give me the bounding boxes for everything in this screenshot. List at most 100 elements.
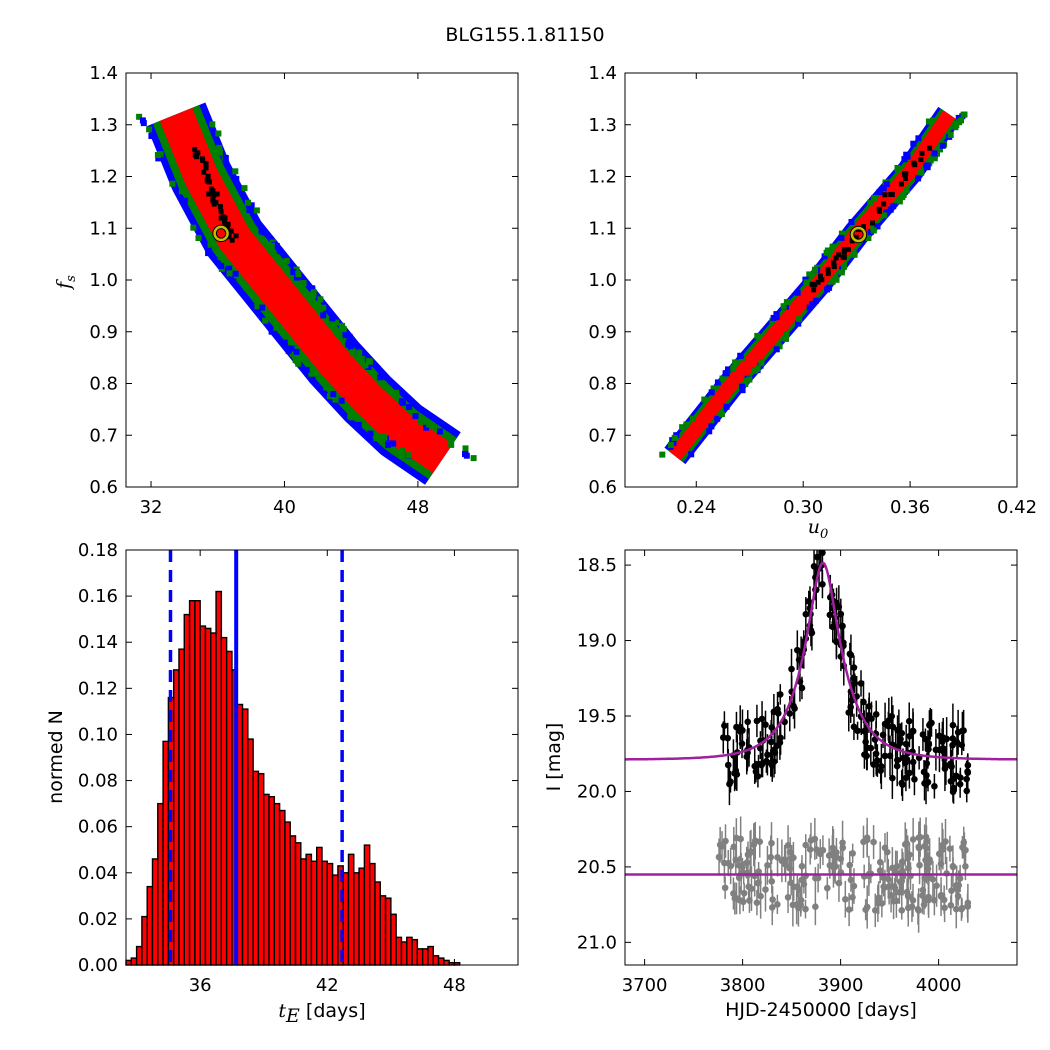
residual-point xyxy=(929,876,937,883)
y-tick-label: 0.8 xyxy=(89,374,118,395)
region-speckle xyxy=(398,398,405,405)
region-speckle xyxy=(939,142,946,149)
histogram-bar xyxy=(162,740,170,966)
residual-point xyxy=(956,875,964,882)
region-speckle xyxy=(292,357,299,364)
histogram-bar xyxy=(125,959,133,966)
y-tick-label: 0.8 xyxy=(588,374,617,395)
histogram-bar xyxy=(363,844,371,966)
data-point xyxy=(902,774,910,782)
core-cell xyxy=(882,192,888,198)
histogram-bar xyxy=(368,862,376,966)
region-speckle xyxy=(851,251,858,258)
x-tick-label: 42 xyxy=(316,975,339,996)
region-speckle xyxy=(718,411,725,418)
histogram-bar xyxy=(151,858,159,966)
residual-point xyxy=(830,848,837,855)
y-tick-label: 19.0 xyxy=(577,631,617,652)
histogram-bar xyxy=(310,860,318,966)
region-speckle xyxy=(671,434,678,441)
x-tick-label: 3900 xyxy=(818,975,864,996)
region-speckle xyxy=(320,312,327,319)
data-point xyxy=(773,742,781,749)
region-speckle xyxy=(155,155,162,162)
data-point xyxy=(739,727,746,734)
region-speckle xyxy=(390,440,397,447)
region-speckle xyxy=(770,314,777,321)
region-speckle xyxy=(947,132,954,138)
data-point xyxy=(833,638,840,646)
data-point xyxy=(731,770,738,777)
region-speckle xyxy=(659,451,666,458)
y-tick-label: 0.06 xyxy=(78,817,118,838)
axes-frame xyxy=(125,72,519,488)
y-tick-label: 0.12 xyxy=(78,678,118,699)
residual-point xyxy=(922,856,929,864)
data-point xyxy=(888,712,896,720)
data-point xyxy=(733,723,740,731)
core-cell xyxy=(831,264,837,270)
region-speckle xyxy=(723,403,730,410)
region-speckle xyxy=(752,367,759,374)
residual-point xyxy=(825,852,833,859)
core-cell xyxy=(192,152,198,158)
region-speckle xyxy=(216,144,223,151)
region-speckle xyxy=(783,299,790,306)
residual-point xyxy=(806,846,814,853)
region-speckle xyxy=(832,275,839,282)
plot-area xyxy=(136,102,477,485)
x-tick-label: 48 xyxy=(443,975,466,996)
x-axis-label-math: t xyxy=(278,1000,286,1022)
region-speckle xyxy=(246,207,253,213)
data-point xyxy=(857,680,865,687)
data-point xyxy=(909,758,917,766)
residual-point xyxy=(914,905,922,913)
data-point xyxy=(719,734,727,741)
region-speckle xyxy=(310,289,317,296)
region-speckle xyxy=(307,364,314,371)
region-speckle xyxy=(342,332,349,339)
core-cell xyxy=(211,192,217,198)
region-speckle xyxy=(253,207,260,214)
region-speckle xyxy=(399,447,406,453)
region-speckle xyxy=(915,135,922,142)
residual-point xyxy=(898,858,906,866)
residual-point xyxy=(964,902,971,909)
figure-title: BLG155.1.81150 xyxy=(445,24,604,46)
region-speckle xyxy=(806,304,813,311)
x-tick-label: 3800 xyxy=(720,975,766,996)
region-speckle xyxy=(838,234,845,241)
histogram-bar xyxy=(146,885,154,966)
histogram-bar xyxy=(157,802,164,966)
region-speckle xyxy=(426,421,433,428)
residual-point xyxy=(953,881,960,889)
residual-point xyxy=(949,862,957,870)
residual-point xyxy=(846,861,854,869)
x-tick-label: 32 xyxy=(140,497,163,518)
data-point xyxy=(865,703,873,710)
data-point xyxy=(850,664,858,671)
histogram-bar xyxy=(326,862,334,966)
region-speckle xyxy=(903,187,910,194)
region-speckle xyxy=(258,228,265,235)
region-speckle xyxy=(300,280,307,286)
region-speckle xyxy=(248,202,255,209)
core-cell xyxy=(841,249,847,255)
region-speckle xyxy=(362,362,369,369)
core-cell xyxy=(919,150,925,156)
region-speckle xyxy=(710,385,717,392)
core-cell xyxy=(825,266,831,272)
region-speckle xyxy=(918,169,925,176)
residual-point xyxy=(921,895,929,903)
residual-point xyxy=(887,892,895,899)
region-speckle xyxy=(281,339,288,346)
y-tick-label: 1.3 xyxy=(588,115,617,136)
core-cell xyxy=(228,228,234,234)
histogram-bar xyxy=(220,636,228,966)
core-cell xyxy=(870,220,875,226)
data-point xyxy=(768,724,776,731)
region-speckle xyxy=(215,130,222,137)
region-speckle xyxy=(310,292,317,299)
core-cell xyxy=(203,163,209,169)
